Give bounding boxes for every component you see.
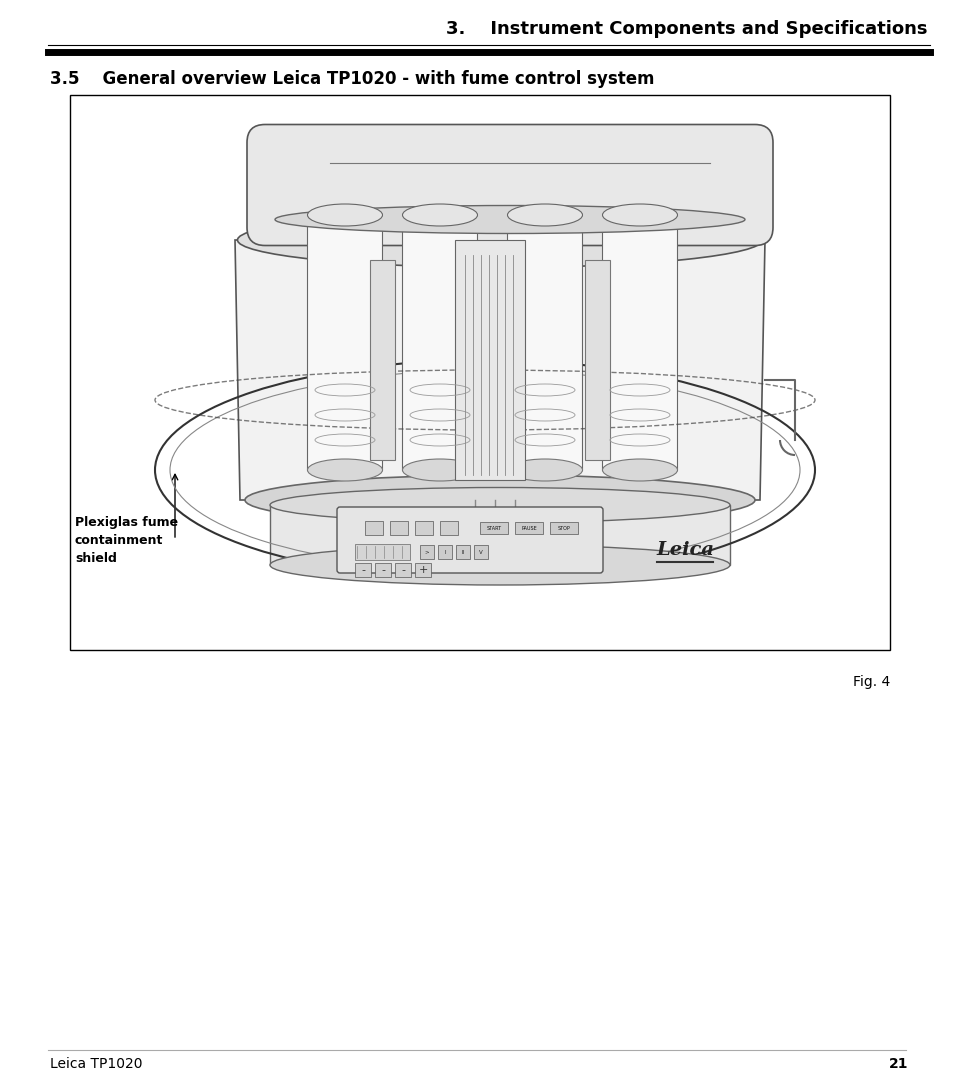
- Ellipse shape: [274, 205, 744, 233]
- Bar: [584, 260, 609, 460]
- Bar: [270, 505, 729, 565]
- Ellipse shape: [507, 459, 582, 481]
- Bar: [419, 545, 434, 559]
- Ellipse shape: [270, 545, 729, 585]
- Text: START: START: [486, 526, 501, 530]
- Text: -: -: [360, 565, 365, 575]
- Bar: [515, 522, 542, 534]
- Text: I: I: [444, 550, 445, 554]
- Bar: [375, 563, 391, 577]
- Polygon shape: [234, 240, 764, 500]
- Bar: [439, 521, 457, 535]
- FancyBboxPatch shape: [336, 507, 602, 573]
- Ellipse shape: [507, 204, 582, 226]
- Bar: [395, 563, 411, 577]
- Ellipse shape: [602, 459, 677, 481]
- Bar: [355, 544, 410, 561]
- FancyBboxPatch shape: [247, 124, 772, 245]
- Text: Plexiglas fume
containment
shield: Plexiglas fume containment shield: [75, 515, 178, 565]
- Text: V: V: [478, 550, 482, 554]
- Ellipse shape: [245, 475, 754, 525]
- Bar: [550, 522, 578, 534]
- Text: 3.    Instrument Components and Specifications: 3. Instrument Components and Specificati…: [446, 21, 927, 38]
- Ellipse shape: [402, 204, 477, 226]
- Text: >: >: [424, 550, 429, 554]
- Bar: [307, 215, 382, 470]
- Bar: [402, 215, 477, 470]
- Bar: [455, 240, 524, 480]
- Ellipse shape: [270, 487, 729, 523]
- Bar: [70, 95, 889, 650]
- Text: PAUSE: PAUSE: [520, 526, 537, 530]
- Bar: [355, 563, 371, 577]
- Ellipse shape: [602, 204, 677, 226]
- Bar: [415, 563, 431, 577]
- Text: II: II: [461, 550, 464, 554]
- Text: -: -: [380, 565, 385, 575]
- Ellipse shape: [307, 204, 382, 226]
- Text: 21: 21: [887, 1057, 907, 1071]
- Text: Fig. 4: Fig. 4: [852, 675, 889, 689]
- Bar: [437, 545, 452, 559]
- Text: Leica: Leica: [656, 541, 713, 559]
- Bar: [602, 215, 677, 470]
- Ellipse shape: [307, 459, 382, 481]
- Text: STOP: STOP: [558, 526, 570, 530]
- Bar: [479, 522, 507, 534]
- Bar: [507, 215, 582, 470]
- Bar: [370, 260, 395, 460]
- Text: Leica TP1020: Leica TP1020: [50, 1057, 142, 1071]
- Bar: [456, 545, 470, 559]
- Text: -: -: [400, 565, 405, 575]
- Bar: [390, 521, 408, 535]
- Bar: [415, 521, 433, 535]
- Text: +: +: [417, 565, 427, 575]
- Bar: [474, 545, 488, 559]
- Ellipse shape: [237, 213, 761, 268]
- Ellipse shape: [402, 459, 477, 481]
- Bar: [365, 521, 382, 535]
- Text: 3.5    General overview Leica TP1020 - with fume control system: 3.5 General overview Leica TP1020 - with…: [50, 70, 654, 87]
